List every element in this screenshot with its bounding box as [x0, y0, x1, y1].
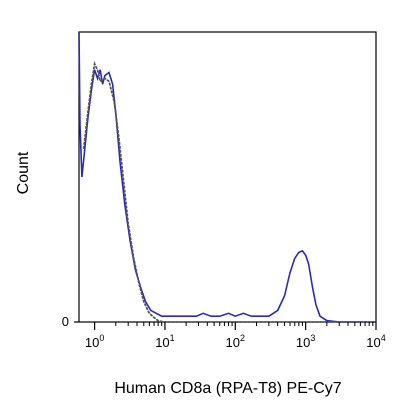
control-histogram-line [82, 60, 377, 323]
x-tick-label: 103 [296, 333, 315, 350]
y-tick-label: 0 [62, 314, 69, 329]
y-axis-title: Count [15, 151, 32, 194]
x-tick-label: 102 [226, 333, 245, 350]
x-tick-label: 101 [155, 333, 174, 350]
x-axis-title: Human CD8a (RPA-T8) PE-Cy7 [114, 380, 341, 397]
stained-histogram-line [78, 31, 376, 323]
x-tick-label: 104 [366, 333, 385, 350]
x-tick-label: 100 [85, 333, 104, 350]
plot-area-frame [78, 31, 377, 323]
